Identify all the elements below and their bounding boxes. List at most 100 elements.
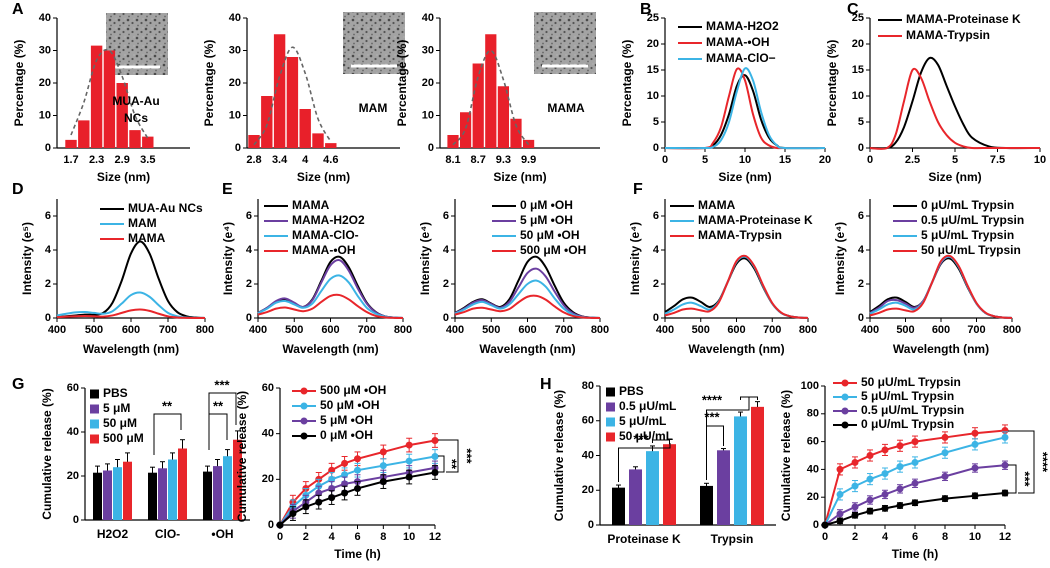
marker bbox=[341, 480, 349, 488]
x-axis-title: Time (h) bbox=[334, 547, 380, 561]
marker bbox=[851, 503, 859, 511]
panel-label: B bbox=[640, 1, 652, 18]
y-tick-label: 60 bbox=[582, 415, 594, 427]
marker bbox=[851, 458, 859, 466]
y-tick-label: 10 bbox=[422, 109, 434, 121]
y-axis-title: Percentage (%) bbox=[395, 40, 409, 127]
x-tick-label: •OH bbox=[211, 527, 233, 541]
legend-label: 0.5 μU/mL Trypsin bbox=[861, 403, 964, 417]
x-axis-title: Size (nm) bbox=[928, 170, 981, 184]
marker bbox=[354, 455, 361, 463]
marker bbox=[354, 484, 361, 492]
legend-label: 500 μM bbox=[103, 431, 144, 445]
marker bbox=[881, 504, 889, 512]
y-tick-label: 80 bbox=[582, 380, 594, 392]
x-tick-label: 4.6 bbox=[323, 154, 338, 166]
legend-label: MUA-Au NCs bbox=[128, 201, 203, 215]
significance-label: ** bbox=[445, 459, 460, 470]
bar bbox=[93, 472, 102, 520]
y-axis-title: Percentage (%) bbox=[12, 40, 26, 127]
legend-label: MAMA bbox=[128, 231, 166, 245]
x-tick-label: 6 bbox=[912, 531, 918, 543]
y-tick-label: 0 bbox=[246, 312, 252, 324]
significance-bracket bbox=[652, 439, 670, 443]
bar bbox=[663, 444, 676, 525]
legend-label: MAMA-H2O2 bbox=[706, 19, 779, 33]
legend-label: 5 μU/mL Trypsin bbox=[921, 228, 1014, 242]
y-axis-title: Cumulative release (%) bbox=[552, 390, 566, 521]
y-tick-label: 2 bbox=[858, 278, 864, 290]
x-axis-title: Wavelength (nm) bbox=[688, 342, 784, 356]
x-tick-label: Trypsin bbox=[711, 532, 754, 546]
marker bbox=[851, 511, 859, 519]
x-tick-label: 500 bbox=[692, 324, 710, 336]
x-tick-label: 800 bbox=[1003, 324, 1021, 336]
x-tick-label: 400 bbox=[656, 324, 674, 336]
x-tick-label: 8.7 bbox=[471, 154, 486, 166]
legend-label: MAMA-Trypsin bbox=[698, 228, 782, 242]
marker bbox=[881, 446, 889, 454]
marker bbox=[851, 482, 859, 490]
y-tick-label: 15 bbox=[852, 64, 864, 76]
marker bbox=[1001, 461, 1009, 469]
legend-label: 500 μM •OH bbox=[520, 243, 586, 257]
bar bbox=[325, 143, 337, 148]
line bbox=[824, 492, 1006, 526]
fit-line bbox=[253, 46, 332, 146]
x-tick-label: 12 bbox=[429, 531, 441, 543]
x-tick-label: 2 bbox=[852, 531, 858, 543]
marker bbox=[911, 438, 919, 446]
marker bbox=[405, 441, 413, 449]
x-tick-label: 5 bbox=[702, 154, 708, 166]
legend-label: 50 μU/mL Trypsin bbox=[921, 243, 1021, 257]
x-tick-label: 5 bbox=[952, 154, 958, 166]
y-tick-label: 40 bbox=[422, 12, 434, 24]
y-tick-label: 10 bbox=[852, 90, 864, 102]
x-tick-label: 700 bbox=[555, 324, 573, 336]
x-axis-title: Wavelength (nm) bbox=[83, 342, 179, 356]
y-tick-label: 40 bbox=[262, 428, 274, 440]
marker bbox=[315, 489, 323, 497]
y-tick-label: 80 bbox=[807, 408, 819, 420]
y-tick-label: 15 bbox=[647, 64, 659, 76]
line bbox=[279, 439, 436, 526]
line bbox=[664, 254, 809, 319]
marker bbox=[379, 478, 387, 486]
x-tick-label: 10 bbox=[969, 531, 981, 543]
bar bbox=[142, 136, 154, 148]
y-tick-label: 2 bbox=[443, 278, 449, 290]
line bbox=[279, 466, 436, 526]
legend-marker bbox=[841, 393, 849, 401]
bar bbox=[123, 461, 132, 520]
bar bbox=[273, 34, 286, 148]
y-axis-title: Intensity (e⁴) bbox=[418, 222, 432, 295]
panel-label: D bbox=[12, 181, 24, 198]
panel-label: F bbox=[633, 181, 643, 198]
marker bbox=[971, 492, 979, 500]
marker bbox=[896, 485, 904, 493]
line bbox=[56, 240, 206, 319]
legend-label: MAMA-H2O2 bbox=[292, 213, 365, 227]
legend-label: MAMA-Proteinase K bbox=[906, 12, 1021, 26]
bar bbox=[213, 466, 222, 520]
bar bbox=[65, 139, 77, 148]
marker bbox=[328, 484, 336, 492]
legend-label: 5 μM •OH bbox=[320, 413, 373, 427]
y-tick-label: 20 bbox=[67, 470, 79, 482]
y-tick-label: 5 bbox=[858, 116, 864, 128]
marker bbox=[896, 442, 904, 450]
significance-bracket bbox=[706, 425, 724, 480]
tem-inset bbox=[343, 12, 405, 74]
marker bbox=[911, 479, 919, 487]
x-tick-label: 10 bbox=[1034, 154, 1046, 166]
y-tick-label: 25 bbox=[647, 12, 659, 24]
marker bbox=[328, 466, 336, 474]
x-tick-label: 0 bbox=[822, 531, 828, 543]
marker bbox=[354, 466, 361, 474]
x-tick-label: 2.3 bbox=[89, 154, 104, 166]
y-tick-label: 6 bbox=[653, 210, 659, 222]
significance-bracket bbox=[1008, 464, 1017, 494]
significance-label: *** bbox=[460, 448, 475, 464]
bar bbox=[116, 83, 128, 148]
